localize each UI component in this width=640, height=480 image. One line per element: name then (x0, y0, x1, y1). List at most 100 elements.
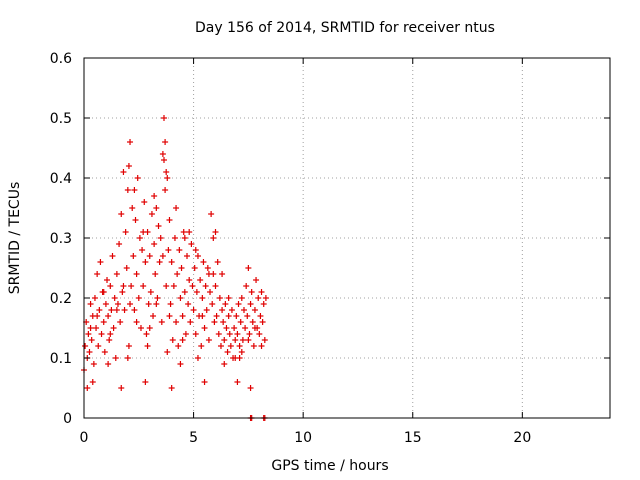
data-point (215, 331, 222, 337)
data-point (176, 247, 183, 253)
data-point (124, 187, 131, 193)
data-point (130, 253, 137, 259)
data-point (141, 199, 148, 205)
data-point (113, 307, 120, 313)
data-point (231, 325, 238, 331)
data-point (209, 301, 216, 307)
data-point (234, 331, 241, 337)
data-point (134, 175, 141, 181)
data-point (106, 337, 113, 343)
data-point (150, 313, 157, 319)
data-point (227, 343, 234, 349)
data-point (225, 313, 232, 319)
data-point (142, 379, 149, 385)
data-point (185, 301, 192, 307)
grid (84, 58, 610, 418)
data-point (146, 253, 153, 259)
data-point (202, 283, 209, 289)
data-point (159, 151, 166, 157)
data-point (120, 169, 127, 175)
data-point (203, 307, 210, 313)
data-point (255, 295, 262, 301)
data-point (132, 217, 139, 223)
data-point (193, 289, 200, 295)
data-point (194, 355, 201, 361)
data-point (142, 259, 149, 265)
data-point (211, 319, 218, 325)
data-point (212, 229, 219, 235)
data-point (232, 337, 239, 343)
x-tick-label: 20 (513, 430, 531, 446)
data-point (184, 253, 191, 259)
data-point (240, 307, 247, 313)
data-point (224, 349, 231, 355)
data-point (121, 307, 128, 313)
y-tick-label: 0.4 (50, 171, 72, 187)
data-point (107, 283, 114, 289)
y-axis-label: SRMTID / TECUs (7, 182, 23, 295)
data-point (253, 277, 260, 283)
data-point (221, 337, 228, 343)
chart-title: Day 156 of 2014, SRMTID for receiver ntu… (195, 20, 495, 36)
data-point (100, 289, 107, 295)
data-point (187, 319, 194, 325)
data-point (216, 295, 223, 301)
data-point (165, 247, 172, 253)
data-point (262, 295, 269, 301)
data-point (119, 289, 126, 295)
data-point (245, 337, 252, 343)
data-point (256, 331, 263, 337)
data-point (102, 301, 109, 307)
x-axis-label: GPS time / hours (271, 458, 388, 474)
data-point (104, 277, 111, 283)
data-point (214, 259, 221, 265)
data-point (129, 205, 136, 211)
data-point (93, 325, 100, 331)
data-point (233, 313, 240, 319)
data-point (153, 205, 160, 211)
data-point (238, 295, 245, 301)
data-point (94, 313, 101, 319)
data-points (81, 115, 269, 421)
data-point (124, 355, 131, 361)
data-point (113, 271, 120, 277)
data-point (223, 325, 230, 331)
data-point (173, 205, 180, 211)
data-point (118, 385, 125, 391)
x-tick-label: 10 (294, 430, 312, 446)
data-point (246, 331, 253, 337)
data-point (162, 187, 169, 193)
data-point (87, 325, 94, 331)
y-tick-label: 0.2 (50, 291, 72, 307)
y-tick-label: 0.6 (50, 51, 72, 67)
data-point (197, 277, 204, 283)
data-point (258, 343, 265, 349)
data-point (125, 343, 132, 349)
data-point (186, 229, 193, 235)
data-point (190, 307, 197, 313)
data-point (105, 313, 112, 319)
data-point (219, 271, 226, 277)
data-point (145, 301, 152, 307)
data-point (192, 247, 199, 253)
data-point (160, 115, 167, 121)
data-point (181, 289, 188, 295)
data-point (217, 343, 224, 349)
data-point (107, 331, 114, 337)
data-point (146, 325, 153, 331)
data-point (144, 343, 151, 349)
data-point (162, 139, 169, 145)
data-point (128, 283, 135, 289)
data-point (228, 307, 235, 313)
data-point (201, 325, 208, 331)
data-point (194, 253, 201, 259)
data-point (152, 271, 159, 277)
data-point (159, 253, 166, 259)
data-point (147, 289, 154, 295)
data-point (163, 169, 170, 175)
data-point (235, 301, 242, 307)
data-point (96, 307, 103, 313)
data-point (133, 271, 140, 277)
data-point (156, 259, 163, 265)
